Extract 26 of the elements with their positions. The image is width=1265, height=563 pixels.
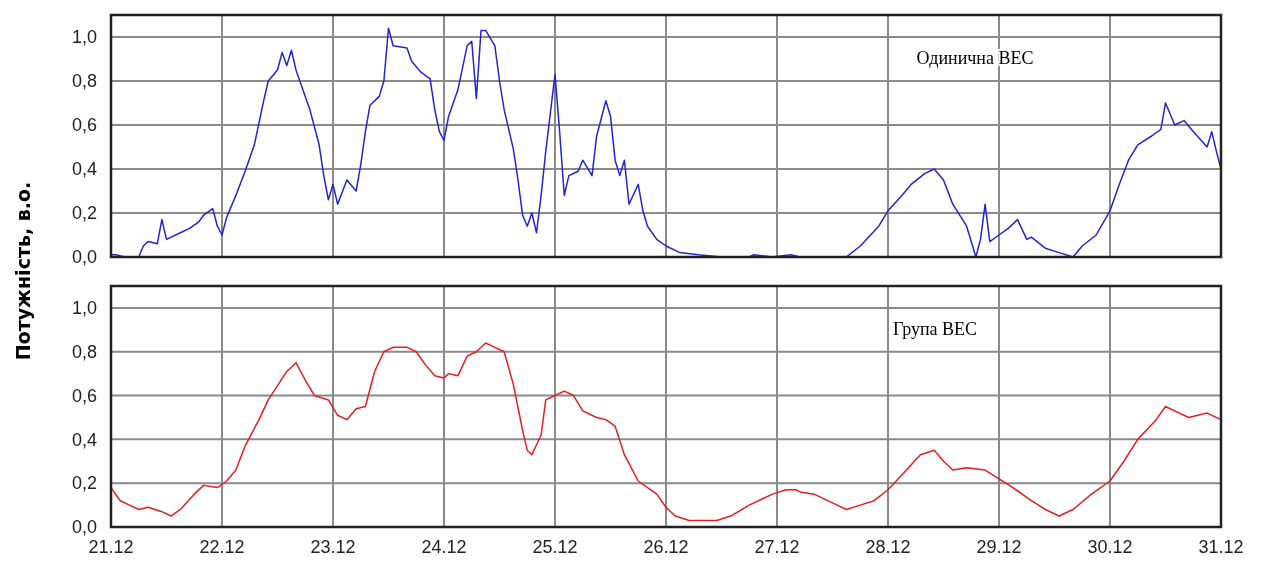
y-tick-label: 1,0	[71, 27, 97, 48]
x-tick-label: 29.12	[976, 537, 1022, 557]
x-tick-label: 28.12	[865, 537, 911, 557]
x-tick-label: 25.12	[532, 537, 578, 557]
x-tick-label: 23.12	[310, 537, 356, 557]
y-tick-label: 0,4	[71, 159, 97, 180]
y-tick-label: 0,0	[71, 247, 97, 268]
x-tick-label: 30.12	[1087, 537, 1133, 557]
x-tick-label: 21.12	[88, 537, 134, 557]
x-tick-label: 27.12	[754, 537, 800, 557]
x-tick-label: 31.12	[1198, 537, 1244, 557]
y-tick-label: 0,0	[71, 517, 97, 538]
x-tick-label: 24.12	[421, 537, 467, 557]
y-tick-label: 0,2	[71, 203, 97, 224]
text: Група ВЕС	[892, 318, 978, 339]
y-tick-label: 0,8	[71, 342, 97, 363]
y-tick-label: 0,6	[71, 115, 97, 136]
x-tick-label: 22.12	[199, 537, 245, 557]
y-tick-label: 1,0	[71, 298, 97, 319]
y-tick-label: 0,6	[71, 385, 97, 406]
y-tick-label: 0,8	[71, 71, 97, 92]
x-tick-label: 26.12	[643, 537, 689, 557]
y-tick-label: 0,4	[71, 429, 97, 450]
y-axis-title: Потужність, в.о.	[12, 181, 34, 361]
y-tick-label: 0,2	[71, 473, 97, 494]
text: Одинична ВЕС	[916, 48, 1034, 68]
